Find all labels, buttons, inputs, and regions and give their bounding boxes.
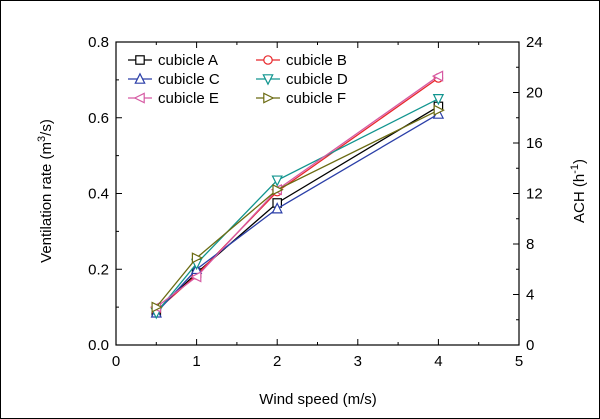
data-point-series-5 [190,271,202,283]
y-axis-title-main: Ventilation rate (m [38,142,55,263]
data-point-series-6 [191,252,204,264]
y2-axis-title-main: ACH (h [571,174,588,223]
legend-label-4: cubicle D [286,71,348,88]
y2-axis-title-sup: -1 [569,164,581,174]
y2-tick-label: 4 [526,287,534,304]
x-tick-label: 1 [192,353,200,370]
legend-label-3: cubicle C [158,71,220,88]
legend-marker-2 [263,55,273,65]
y2-axis-title: ACH (h-1) [569,159,588,223]
y2-tick-label: 24 [526,34,543,51]
y2-tick-label: 12 [526,186,543,203]
series-line-3 [155,113,439,314]
series-line-6 [155,109,439,308]
y-axis-title-sup: 3 [36,136,48,142]
y2-tick-label: 20 [526,85,543,102]
y-tick-label: 0.4 [88,186,109,203]
y2-tick-label: 0 [526,337,534,354]
data-point-series-6 [433,104,445,116]
x-tick-label: 2 [273,353,281,370]
y-tick-label: 0.0 [88,337,109,354]
legend-label-6: cubicle F [286,90,346,107]
data-point-series-5 [431,70,444,82]
series-line-4 [155,98,439,314]
legend-marker-1 [135,55,145,65]
y2-tick-label: 16 [526,135,543,152]
legend-marker-3 [134,72,146,84]
data-point-series-6 [151,301,163,313]
x-axis-title: Wind speed (m/s) [259,391,377,408]
data-point-series-3 [271,202,283,214]
x-tick-label: 3 [354,353,362,370]
y-tick-label: 0.2 [88,261,109,278]
legend-marker-5 [133,92,145,104]
y-tick-label: 0.8 [88,34,109,51]
data-point-series-4 [271,175,283,187]
y2-tick-label: 8 [526,236,534,253]
legend-label-2: cubicle B [286,52,347,69]
x-tick-label: 5 [515,353,523,370]
y-axis-title-end: /s) [38,119,55,136]
y2-axis-title-end: ) [571,159,588,164]
data-point-series-4 [432,94,445,106]
x-tick-label: 0 [112,353,120,370]
legend-label-1: cubicle A [158,52,218,69]
legend-marker-4 [262,74,274,86]
x-tick-label: 4 [434,353,442,370]
y-axis-title: Ventilation rate (m3/s) [36,119,55,263]
series-line-5 [155,75,439,308]
y-tick-label: 0.6 [88,110,109,127]
data-point-series-6 [272,184,284,196]
legend-marker-6 [263,92,275,104]
legend-label-5: cubicle E [158,90,219,107]
